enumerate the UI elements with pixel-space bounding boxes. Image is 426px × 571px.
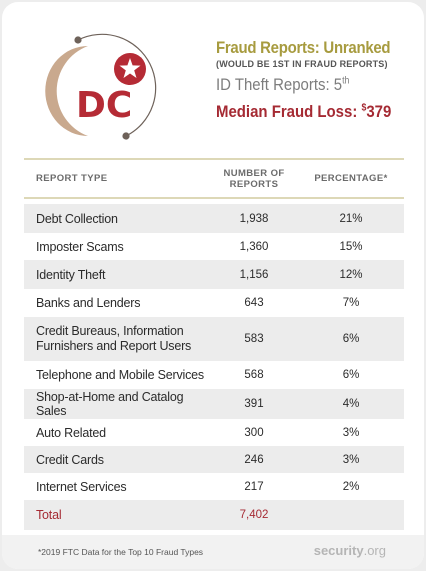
row-count: 246 [244, 453, 264, 466]
id-theft-rank: ID Theft Reports: 5th [216, 75, 392, 95]
row-percentage: 6% [342, 369, 360, 381]
orbit-dot-bottom [122, 132, 130, 140]
header-count-line1: NUMBER OF [223, 167, 285, 179]
row-type: Debt Collection [36, 211, 118, 226]
row-type: Telephone and Mobile Services [36, 368, 204, 382]
table-row: Telephone and Mobile Services 568 6% [24, 361, 404, 389]
header-count-line2: REPORTS [229, 178, 279, 190]
row-percentage: 3% [342, 453, 360, 466]
total-label: Total [36, 508, 62, 522]
row-type: Auto Related [36, 425, 106, 440]
footer: *2019 FTC Data for the Top 10 Fraud Type… [2, 535, 424, 569]
row-count: 583 [244, 333, 264, 345]
table-row: Debt Collection 1,938 21% [24, 204, 404, 233]
fraud-reports-rank: Fraud Reports: Unranked [216, 38, 391, 57]
row-count: 391 [244, 398, 264, 410]
orbit-dot-top [74, 36, 82, 44]
row-count: 568 [244, 369, 264, 381]
id-theft-ordinal: th [342, 75, 350, 87]
footnote: *2019 FTC Data for the Top 10 Fraud Type… [38, 547, 204, 557]
row-count: 1,360 [239, 240, 269, 253]
id-theft-label: ID Theft Reports: 5 [216, 75, 343, 94]
table-row: Imposter Scams 1,360 15% [24, 233, 404, 260]
logo-text: DC [76, 85, 132, 126]
median-currency: $ [361, 102, 367, 114]
total-count: 7,402 [239, 509, 269, 521]
fraud-reports-note: (WOULD BE 1ST IN FRAUD REPORTS) [216, 59, 388, 69]
row-type: Credit Bureaus, Information Furnishers an… [24, 324, 210, 354]
row-percentage: 7% [342, 297, 360, 309]
report-table: REPORT TYPE NUMBER OF REPORTS PERCENTAGE*… [24, 158, 404, 530]
table-row: Credit Cards 246 3% [24, 446, 404, 473]
table-top-rule [24, 158, 404, 160]
row-percentage: 2% [342, 480, 360, 493]
table-total-row: Total 7,402 [24, 500, 404, 530]
header-report-type: REPORT TYPE [36, 173, 108, 184]
dc-logo: DC [45, 33, 157, 140]
row-count: 1,938 [239, 212, 269, 225]
row-type-line1: Credit Bureaus, Information [36, 324, 184, 338]
row-count: 300 [244, 426, 264, 439]
row-type: Imposter Scams [36, 239, 124, 254]
row-percentage: 6% [342, 333, 360, 345]
table-row: Banks and Lenders 643 7% [24, 289, 404, 317]
row-type: Credit Cards [36, 452, 104, 467]
table-row: Shop-at-Home and Catalog Sales 391 4% [24, 389, 404, 419]
brand-name: security [313, 543, 364, 558]
row-type: Shop-at-Home and Catalog Sales [36, 390, 184, 418]
row-percentage: 21% [339, 212, 363, 225]
row-percentage: 12% [339, 268, 363, 281]
table-row: Credit Bureaus, Information Furnishers an… [24, 317, 404, 361]
star-icon [119, 58, 141, 78]
row-percentage: 3% [342, 426, 360, 439]
stats-panel: Fraud Reports: Unranked (WOULD BE 1ST IN… [216, 38, 416, 122]
table-row: Auto Related 300 3% [24, 419, 404, 446]
median-value: 379 [366, 102, 392, 121]
table-header: REPORT TYPE NUMBER OF REPORTS PERCENTAGE* [24, 160, 404, 199]
row-type-line2: Furnishers and Report Users [36, 339, 192, 353]
row-count: 1,156 [239, 268, 269, 281]
row-type: Internet Services [36, 479, 127, 494]
row-percentage: 4% [342, 398, 360, 410]
table-row: Identity Theft 1,156 12% [24, 260, 404, 289]
brand-logo: security.org [314, 543, 386, 558]
row-type: Banks and Lenders [36, 296, 141, 310]
median-label: Median Fraud Loss: [216, 102, 362, 121]
orbit-line [77, 33, 157, 137]
row-count: 217 [244, 480, 264, 493]
row-type: Identity Theft [36, 267, 106, 282]
median-fraud-loss: Median Fraud Loss: $379 [216, 102, 392, 122]
row-percentage: 15% [339, 240, 363, 253]
header-percentage: PERCENTAGE* [314, 173, 388, 184]
table-row: Internet Services 217 2% [24, 473, 404, 500]
brand-tld: .org [363, 543, 386, 558]
header-number-of-reports: NUMBER OF REPORTS [210, 168, 298, 190]
crescent-shape [45, 46, 88, 136]
row-count: 643 [244, 297, 264, 309]
